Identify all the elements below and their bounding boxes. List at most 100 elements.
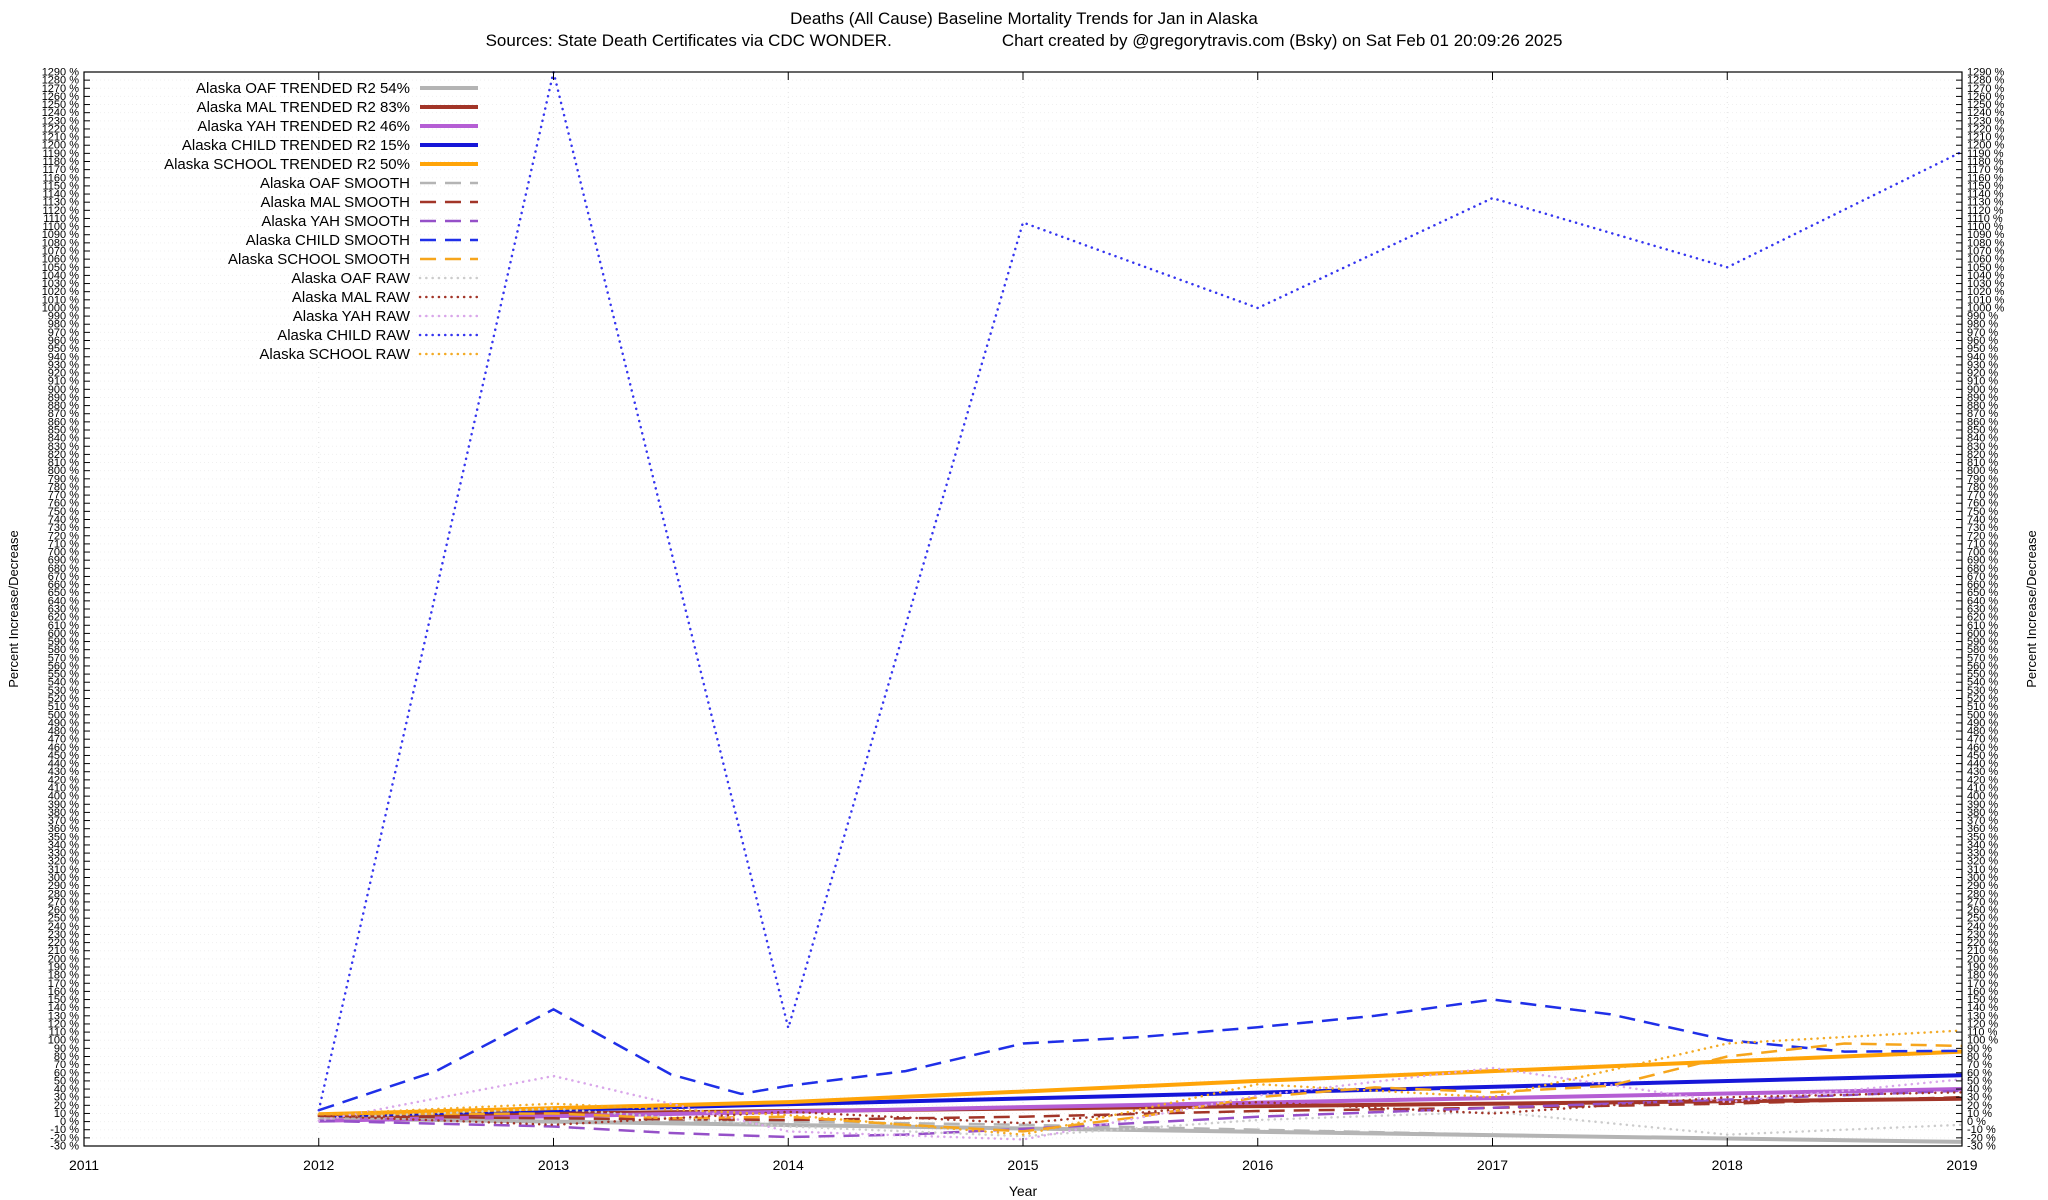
y-tick-label-left: 1130 % — [43, 197, 80, 209]
y-tick-label-right: 640 % — [1967, 595, 1998, 607]
y-tick-label-left: 940 % — [48, 351, 79, 363]
y-tick-label-left: 470 % — [48, 734, 79, 746]
y-tick-label-right: 660 % — [1967, 579, 1998, 591]
y-tick-label-left: -30 % — [50, 1141, 79, 1153]
y-tick-label-right: 230 % — [1967, 929, 1998, 941]
x-tick-label: 2013 — [538, 1157, 569, 1173]
y-tick-label-left: 1090 % — [42, 229, 80, 241]
x-tick-label: 2018 — [1712, 1157, 1743, 1173]
y-tick-label-right: 920 % — [1967, 368, 1998, 380]
y-tick-label-left: 0 % — [60, 1116, 79, 1128]
y-tick-label-left: 590 % — [48, 636, 79, 648]
y-tick-label-left: 50 % — [54, 1075, 79, 1087]
legend-item-label-oaf-raw: Alaska OAF RAW — [291, 270, 410, 287]
y-tick-label-right: 440 % — [1967, 758, 1998, 770]
y-tick-label-left: 460 % — [48, 742, 79, 754]
y-tick-label-right: 250 % — [1967, 913, 1998, 925]
y-tick-label-right: 1160 % — [1967, 172, 2004, 184]
y-tick-label-left: 1030 % — [42, 278, 80, 290]
y-tick-label-left: 880 % — [48, 400, 79, 412]
y-tick-label-left: 210 % — [48, 945, 79, 957]
y-tick-label-right: 140 % — [1967, 1002, 1998, 1014]
y-tick-label-left: 220 % — [48, 937, 79, 949]
y-tick-label-right: 820 % — [1967, 449, 1998, 461]
y-tick-label-left: 1250 % — [42, 99, 80, 111]
y-tick-label-right: 1210 % — [1967, 132, 2005, 144]
y-tick-label-right: 500 % — [1967, 709, 1998, 721]
y-tick-label-left: 40 % — [54, 1084, 79, 1096]
y-tick-label-left: 1140 % — [43, 189, 80, 201]
y-tick-label-left: 680 % — [48, 563, 79, 575]
y-tick-label-left: 750 % — [48, 506, 79, 518]
y-tick-label-right: 850 % — [1967, 425, 1998, 437]
y-tick-label-left: 1260 % — [42, 91, 80, 103]
y-tick-label-right: 50 % — [1967, 1075, 1992, 1087]
y-tick-label-left: 970 % — [48, 327, 79, 339]
y-tick-label-left: 1010 % — [42, 294, 80, 306]
y-tick-label-right: 400 % — [1967, 791, 1998, 803]
x-tick-label: 2016 — [1242, 1157, 1273, 1173]
y-tick-label-left: 1220 % — [42, 123, 80, 135]
y-tick-label-left: 580 % — [48, 644, 79, 656]
y-tick-label-right: 340 % — [1967, 839, 1998, 851]
y-tick-label-right: 1100 % — [1967, 221, 2004, 233]
y-tick-label-right: 550 % — [1967, 669, 1998, 681]
y-tick-label-left: 1240 % — [42, 107, 80, 119]
y-tick-label-right: 1070 % — [1967, 246, 2005, 258]
y-tick-label-right: 770 % — [1967, 490, 1998, 502]
y-tick-label-left: 730 % — [48, 522, 79, 534]
y-tick-label-right: 1000 % — [1967, 302, 2005, 314]
x-tick-label: 2011 — [69, 1157, 99, 1173]
y-tick-label-left: 340 % — [48, 839, 79, 851]
y-tick-label-right: 1170 % — [1967, 164, 2004, 176]
y-tick-label-right: 360 % — [1967, 823, 1998, 835]
y-tick-label-right: 1140 % — [1967, 189, 2004, 201]
y-tick-label-left: 560 % — [48, 660, 79, 672]
y-tick-label-right: 740 % — [1967, 514, 1998, 526]
y-tick-label-right: 560 % — [1967, 660, 1998, 672]
chart-credit: Chart created by @gregorytravis.com (Bsk… — [1001, 31, 1563, 50]
y-tick-label-left: 1230 % — [42, 115, 80, 127]
y-tick-label-left: 30 % — [54, 1092, 79, 1104]
legend-item-label-mal-raw: Alaska MAL RAW — [292, 289, 411, 306]
y-tick-label-right: 260 % — [1967, 905, 1998, 917]
y-tick-label-left: 430 % — [48, 766, 79, 778]
y-tick-label-right: 430 % — [1967, 766, 1998, 778]
y-tick-label-right: 420 % — [1967, 774, 1998, 786]
y-tick-label-right: 1060 % — [1967, 254, 2005, 266]
y-tick-label-left: 370 % — [48, 815, 79, 827]
y-tick-label-left: 1020 % — [42, 286, 80, 298]
y-tick-label-right: 490 % — [1967, 717, 1998, 729]
y-tick-label-right: 110 % — [1967, 1027, 1998, 1039]
y-tick-label-left: 1080 % — [42, 237, 80, 249]
y-tick-label-right: 410 % — [1967, 783, 1998, 795]
x-tick-label: 2014 — [773, 1157, 804, 1173]
y-tick-label-right: 520 % — [1967, 693, 1998, 705]
y-tick-label-left: 480 % — [48, 726, 79, 738]
y-tick-label-right: 300 % — [1967, 872, 1998, 884]
y-tick-label-left: 660 % — [48, 579, 79, 591]
y-tick-label-left: 800 % — [48, 465, 79, 477]
y-tick-label-right: 600 % — [1967, 628, 1998, 640]
y-tick-label-left: 10 % — [54, 1108, 79, 1120]
y-tick-label-right: 150 % — [1967, 994, 1998, 1006]
y-tick-label-right: 930 % — [1967, 359, 1998, 371]
y-tick-label-right: 830 % — [1967, 441, 1998, 453]
y-tick-label-left: 530 % — [48, 685, 79, 697]
y-tick-label-left: 510 % — [48, 701, 79, 713]
y-tick-label-right: 270 % — [1967, 896, 1998, 908]
y-tick-label-left: 500 % — [48, 709, 79, 721]
y-tick-label-left: 150 % — [48, 994, 79, 1006]
y-tick-label-right: 330 % — [1967, 848, 1998, 860]
y-tick-label-left: 1060 % — [42, 254, 80, 266]
y-tick-label-left: 1070 % — [42, 246, 80, 258]
y-tick-label-right: 610 % — [1967, 620, 1998, 632]
y-tick-label-left: 1170 % — [43, 164, 80, 176]
y-tick-label-right: 1230 % — [1967, 115, 2005, 127]
y-tick-label-right: 160 % — [1967, 986, 1998, 998]
y-tick-label-left: 490 % — [48, 717, 79, 729]
y-tick-label-right: 530 % — [1967, 685, 1998, 697]
y-tick-label-right: 880 % — [1967, 400, 1998, 412]
